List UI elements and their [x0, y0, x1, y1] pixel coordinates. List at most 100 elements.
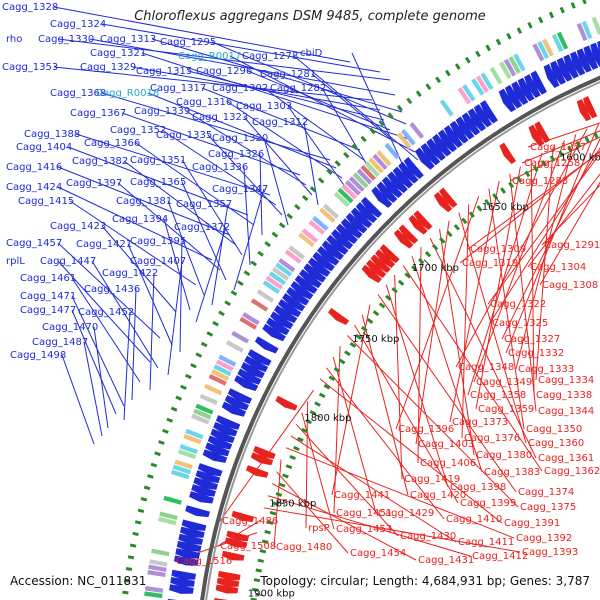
reverse-gene [534, 121, 551, 144]
reverse-label-line [439, 229, 475, 456]
forward-gene [414, 147, 435, 170]
feature-band [288, 245, 305, 260]
feature-band [591, 16, 600, 36]
forward-gene-label: Cagg_1278 [242, 51, 298, 62]
reverse-gene-label: rpsP [308, 523, 330, 534]
reverse-label-line [489, 147, 600, 324]
genome-stats-footer: Topology: circular; Length: 4,684,931 bp… [260, 574, 590, 588]
forward-gene [290, 280, 314, 300]
kbp-tick-label: 1900 kbp [248, 589, 295, 600]
forward-gene [511, 81, 529, 105]
forward-gene [221, 401, 247, 417]
accession-footer: Accession: NC_011831 [10, 574, 147, 588]
feature-band [179, 444, 198, 455]
forward-gene [576, 48, 592, 73]
gc-skew-mark [495, 38, 502, 46]
feature-band [532, 43, 545, 62]
forward-gene [266, 317, 290, 336]
forward-gene-label: Cagg_1367 [70, 108, 126, 119]
gc-skew-mark [206, 331, 214, 337]
feature-band [242, 312, 260, 326]
forward-gene-label: Cagg_1416 [6, 162, 62, 173]
forward-label-line [321, 87, 371, 171]
feature-band [225, 340, 244, 353]
feature-band [372, 153, 388, 170]
forward-gene [210, 428, 235, 443]
forward-gene [345, 212, 368, 234]
feature-band [475, 75, 489, 93]
forward-gene-label: Cagg_1353 [2, 62, 58, 73]
gc-skew-mark [175, 395, 183, 401]
forward-gene [227, 388, 253, 404]
forward-label-line [71, 277, 141, 383]
forward-gene [350, 207, 373, 229]
feature-band [275, 262, 293, 277]
forward-gene [278, 299, 302, 318]
reverse-gene-label: Cagg_1451 [336, 508, 392, 519]
forward-gene [336, 223, 358, 244]
gc-skew-mark [369, 127, 376, 135]
kbp-tick-label: 1850 kbp [269, 499, 316, 510]
forward-gene [480, 100, 498, 124]
forward-label-line [67, 146, 249, 216]
reverse-gene-label: Cagg_1375 [520, 502, 576, 513]
gc-skew-mark [360, 325, 368, 332]
forward-label-line [61, 354, 95, 445]
gc-skew-mark [431, 244, 439, 251]
kbp-tick-label: 1650 kbp [482, 202, 529, 213]
forward-gene-label: Cagg_1303 [236, 101, 292, 112]
feature-band [218, 354, 237, 367]
gc-skew-mark [411, 265, 418, 272]
reverse-gene-label: Cagg_1334 [538, 375, 594, 386]
reverse-gene [215, 584, 239, 594]
reverse-gene-label: Cagg_1361 [538, 453, 594, 464]
reverse-gene [393, 229, 414, 249]
feature-band [177, 449, 197, 460]
forward-label-line [233, 188, 265, 291]
forward-label-line [117, 182, 221, 271]
gc-skew-mark [190, 363, 197, 369]
reverse-gene [253, 445, 276, 460]
forward-label-line [243, 116, 313, 196]
forward-gene-label: Cagg_1336 [192, 162, 248, 173]
reverse-label-line [264, 507, 521, 553]
gc-skew-mark [261, 539, 269, 544]
forward-gene [403, 156, 424, 179]
gc-skew-mark [195, 352, 203, 358]
reverse-gene-label: Cagg_1257 [530, 142, 586, 153]
forward-gene [193, 477, 219, 490]
gc-skew-mark [397, 279, 405, 286]
gc-skew-mark [212, 320, 219, 327]
feature-band [171, 469, 190, 480]
feature-band [356, 168, 373, 185]
reverse-gene-label: Cagg_1380 [476, 450, 532, 461]
forward-label-line [57, 166, 231, 236]
feature-band [174, 459, 193, 470]
reverse-gene [375, 249, 396, 269]
forward-label-line [211, 41, 407, 125]
reverse-gene-label: Cagg_1454 [350, 548, 406, 559]
forward-gene-label: Cagg_1315 [136, 66, 192, 77]
gc-skew-mark [366, 317, 374, 324]
gc-skew-mark [134, 520, 142, 525]
reverse-label-line [535, 146, 554, 381]
reverse-gene-label: Cagg_1333 [518, 364, 574, 375]
reverse-gene-label: Cagg_1441 [334, 490, 390, 501]
forward-gene-label: Cagg_1317 [150, 83, 206, 94]
gc-skew-mark [200, 341, 208, 348]
feature-band [396, 132, 412, 149]
feature-band [148, 564, 167, 572]
feature-band [341, 183, 358, 200]
kbp-tick [575, 146, 581, 154]
forward-gene [392, 166, 414, 189]
gc-skew-mark [293, 445, 300, 452]
reverse-gene [433, 191, 453, 213]
forward-gene-label: Cagg_1436 [84, 284, 140, 295]
forward-gene-label: Cagg_1457 [6, 238, 62, 249]
gc-skew-mark [243, 270, 251, 277]
reverse-label-line [509, 173, 537, 412]
kbp-tick-label: 1600 kbp [560, 153, 600, 164]
reverse-gene [226, 530, 250, 542]
forward-label-line [161, 129, 277, 206]
gc-skew-mark [250, 260, 257, 267]
